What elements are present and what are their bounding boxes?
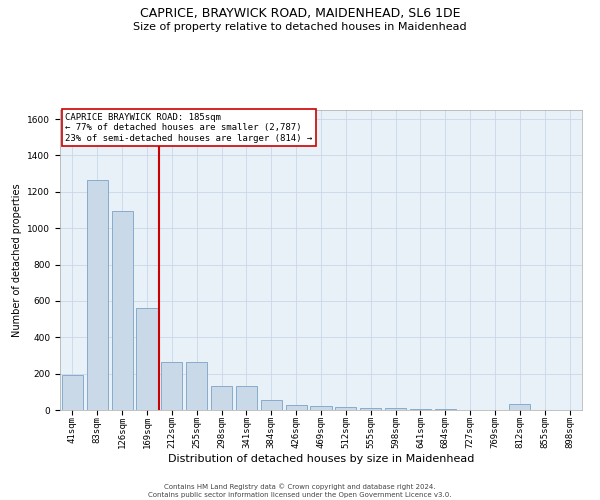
Text: Size of property relative to detached houses in Maidenhead: Size of property relative to detached ho… (133, 22, 467, 32)
Bar (236, 386, 257, 410)
Bar (410, 409, 431, 410)
Bar (360, 408, 381, 410)
Bar (435, 409, 456, 410)
Bar (211, 386, 232, 410)
Bar (509, 404, 530, 410)
Bar (112, 211, 133, 410)
Text: Contains HM Land Registry data © Crown copyright and database right 2024.
Contai: Contains HM Land Registry data © Crown c… (148, 484, 452, 498)
Bar (136, 308, 158, 410)
Text: CAPRICE, BRAYWICK ROAD, MAIDENHEAD, SL6 1DE: CAPRICE, BRAYWICK ROAD, MAIDENHEAD, SL6 … (140, 8, 460, 20)
Bar (335, 408, 356, 410)
Bar (62, 374, 83, 410)
Bar (286, 404, 307, 410)
Bar (261, 400, 282, 410)
Bar (186, 362, 207, 410)
Bar (310, 406, 332, 410)
Bar (161, 362, 182, 410)
Bar (385, 408, 406, 410)
Text: CAPRICE BRAYWICK ROAD: 185sqm
← 77% of detached houses are smaller (2,787)
23% o: CAPRICE BRAYWICK ROAD: 185sqm ← 77% of d… (65, 113, 313, 143)
X-axis label: Distribution of detached houses by size in Maidenhead: Distribution of detached houses by size … (168, 454, 474, 464)
Bar (87, 180, 108, 410)
Y-axis label: Number of detached properties: Number of detached properties (12, 183, 22, 337)
